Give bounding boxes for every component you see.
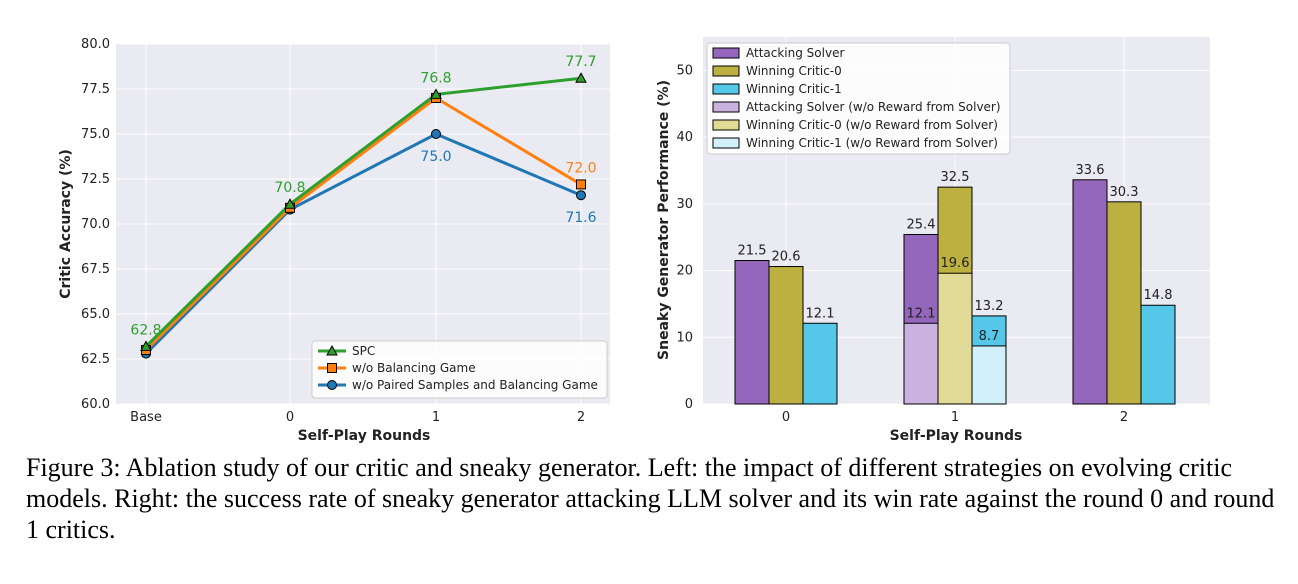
legend-winning-critic-0-swatch [712,65,740,77]
attacking-solver-w-o-reward-from-solver-bar [903,322,939,405]
spc-marker [575,72,587,83]
winning-critic-0-value-label: 30.3 [1110,185,1139,200]
legend-w-o-balancing-game-marker [327,363,337,373]
attacking-solver-value-label: 25.4 [907,218,936,233]
legend-winning-critic-0-w-o-reward-from-solver-label: Winning Critic-0 (w/o Reward from Solver… [746,118,998,132]
legend-spc-label: SPC [352,344,375,358]
left-y-tick-label: 65.0 [81,307,110,322]
winning-critic-0-w-o-reward-from-solver-value-label: 19.6 [941,256,970,271]
legend-w-o-balancing-game-label: w/o Balancing Game [352,361,476,375]
legend-winning-critic-1-w-o-reward-from-solver-label: Winning Critic-1 (w/o Reward from Solver… [746,136,998,150]
winning-critic-0-value-label: 20.6 [772,250,801,265]
left-y-tick-label: 67.5 [81,262,110,277]
w-o-paired-samples-and-balancing-game-line [144,132,582,355]
winning-critic-1-value-label: 13.2 [975,299,1004,314]
attacking-solver-value-label: 33.6 [1076,163,1105,178]
figure-caption: Figure 3: Ablation study of our critic a… [26,453,1275,544]
legend-winning-critic-1-label: Winning Critic-1 [746,82,842,96]
spc-data-label: 76.8 [420,70,451,86]
w-o-paired-samples-and-balancing-game-marker [431,129,441,139]
right-y-tick-label: 50 [676,63,693,78]
legend-winning-critic-1-w-o-reward-from-solver-swatch [712,137,740,149]
right-y-axis-title: Sneaky Generator Performance (%) [656,80,672,360]
right-y-tick-label: 30 [676,197,693,212]
legend-attacking-solver-w-o-reward-from-solver-label: Attacking Solver (w/o Reward from Solver… [746,100,1001,114]
sneaky-generator-chart: 0 10 20 30 40 50 0 1 2 21.5 25.4 33.6 20.6 32.5 30.3… [656,37,1210,444]
winning-critic-1-bar [802,322,838,405]
legend-winning-critic-0-label: Winning Critic-0 [746,64,842,78]
critic-accuracy-chart: 60.0 62.5 65.0 67.5 70.0 72.5 75.0 77.5 80.0 Bas… [58,37,610,444]
right-y-tick-label: 20 [676,264,693,279]
spc-marker [430,88,442,99]
right-y-tick-label: 40 [676,130,693,145]
legend-spc-marker [326,344,338,356]
w-o-paired-samples-and-balancing-game-data-label: 75.0 [420,149,451,165]
right-legend: Attacking Solver Winning Critic-0 Winning … [706,42,1011,155]
left-x-tick-label: Base [130,410,162,425]
spc-marker [140,340,152,351]
spc-data-label: 62.8 [130,322,161,338]
winning-critic-0-bar [768,266,804,405]
winning-critic-1-w-o-reward-from-solver-bar [971,345,1007,405]
left-y-axis-title: Critic Accuracy (%) [58,149,74,299]
left-y-tick-label: 75.0 [81,127,110,142]
right-x-tick-label: 2 [1120,410,1128,425]
winning-critic-1-bar [1140,304,1176,405]
attacking-solver-bar [1072,179,1108,405]
legend-winning-critic-0-w-o-reward-from-solver-swatch [712,119,740,131]
winning-critic-1-w-o-reward-from-solver-value-label: 8.7 [979,329,1000,344]
right-x-axis-title: Self-Play Rounds [890,428,1023,444]
left-x-tick-label: 1 [432,410,440,425]
left-x-axis-title: Self-Play Rounds [298,428,431,444]
spc-data-label: 77.7 [565,54,596,70]
w-o-paired-samples-and-balancing-game-data-label: 71.6 [565,210,596,226]
winning-critic-1-value-label: 14.8 [1144,288,1173,303]
spc-marker [284,198,296,209]
left-x-tick-label: 2 [577,410,585,425]
attacking-solver-w-o-reward-from-solver-value-label: 12.1 [907,306,936,321]
attacking-solver-value-label: 21.5 [738,244,767,259]
left-y-tick-label: 80.0 [81,37,110,52]
legend-winning-critic-1-swatch [712,83,740,95]
right-legend-box [706,42,1011,155]
legend-attacking-solver-w-o-reward-from-solver-swatch [712,101,740,113]
left-y-tick-label: 72.5 [81,172,110,187]
w-o-balancing-game-marker [576,179,586,190]
winning-critic-1-value-label: 12.1 [806,306,835,321]
attacking-solver-bar [734,260,770,405]
winning-critic-0-value-label: 32.5 [941,170,970,185]
right-x-tick-label: 0 [782,410,790,425]
legend-w-o-paired-samples-and-balancing-game-marker [327,380,337,390]
legend-w-o-paired-samples-and-balancing-game-label: w/o Paired Samples and Balancing Game [352,378,598,392]
spc-line [144,76,582,348]
right-y-tick-label: 0 [685,397,693,412]
left-x-tick-label: 0 [286,410,294,425]
spc-data-label: 70.8 [274,180,305,196]
left-y-tick-label: 70.0 [81,217,110,232]
legend-attacking-solver-swatch [712,47,740,59]
legend-attacking-solver-label: Attacking Solver [746,46,844,60]
right-y-tick-label: 10 [676,330,693,345]
right-x-tick-label: 1 [951,410,959,425]
left-y-tick-label: 62.5 [81,352,110,367]
winning-critic-0-w-o-reward-from-solver-bar [937,272,973,405]
w-o-balancing-game-data-label: 72.0 [565,160,596,176]
left-legend: SPC w/o Balancing Game w/o Paired Samples … [311,340,608,399]
winning-critic-0-bar [1106,201,1142,405]
left-y-tick-label: 60.0 [81,397,110,412]
left-legend-box [311,340,608,399]
w-o-paired-samples-and-balancing-game-marker [576,190,586,201]
left-y-tick-label: 77.5 [81,82,110,97]
w-o-balancing-game-line [144,96,582,352]
